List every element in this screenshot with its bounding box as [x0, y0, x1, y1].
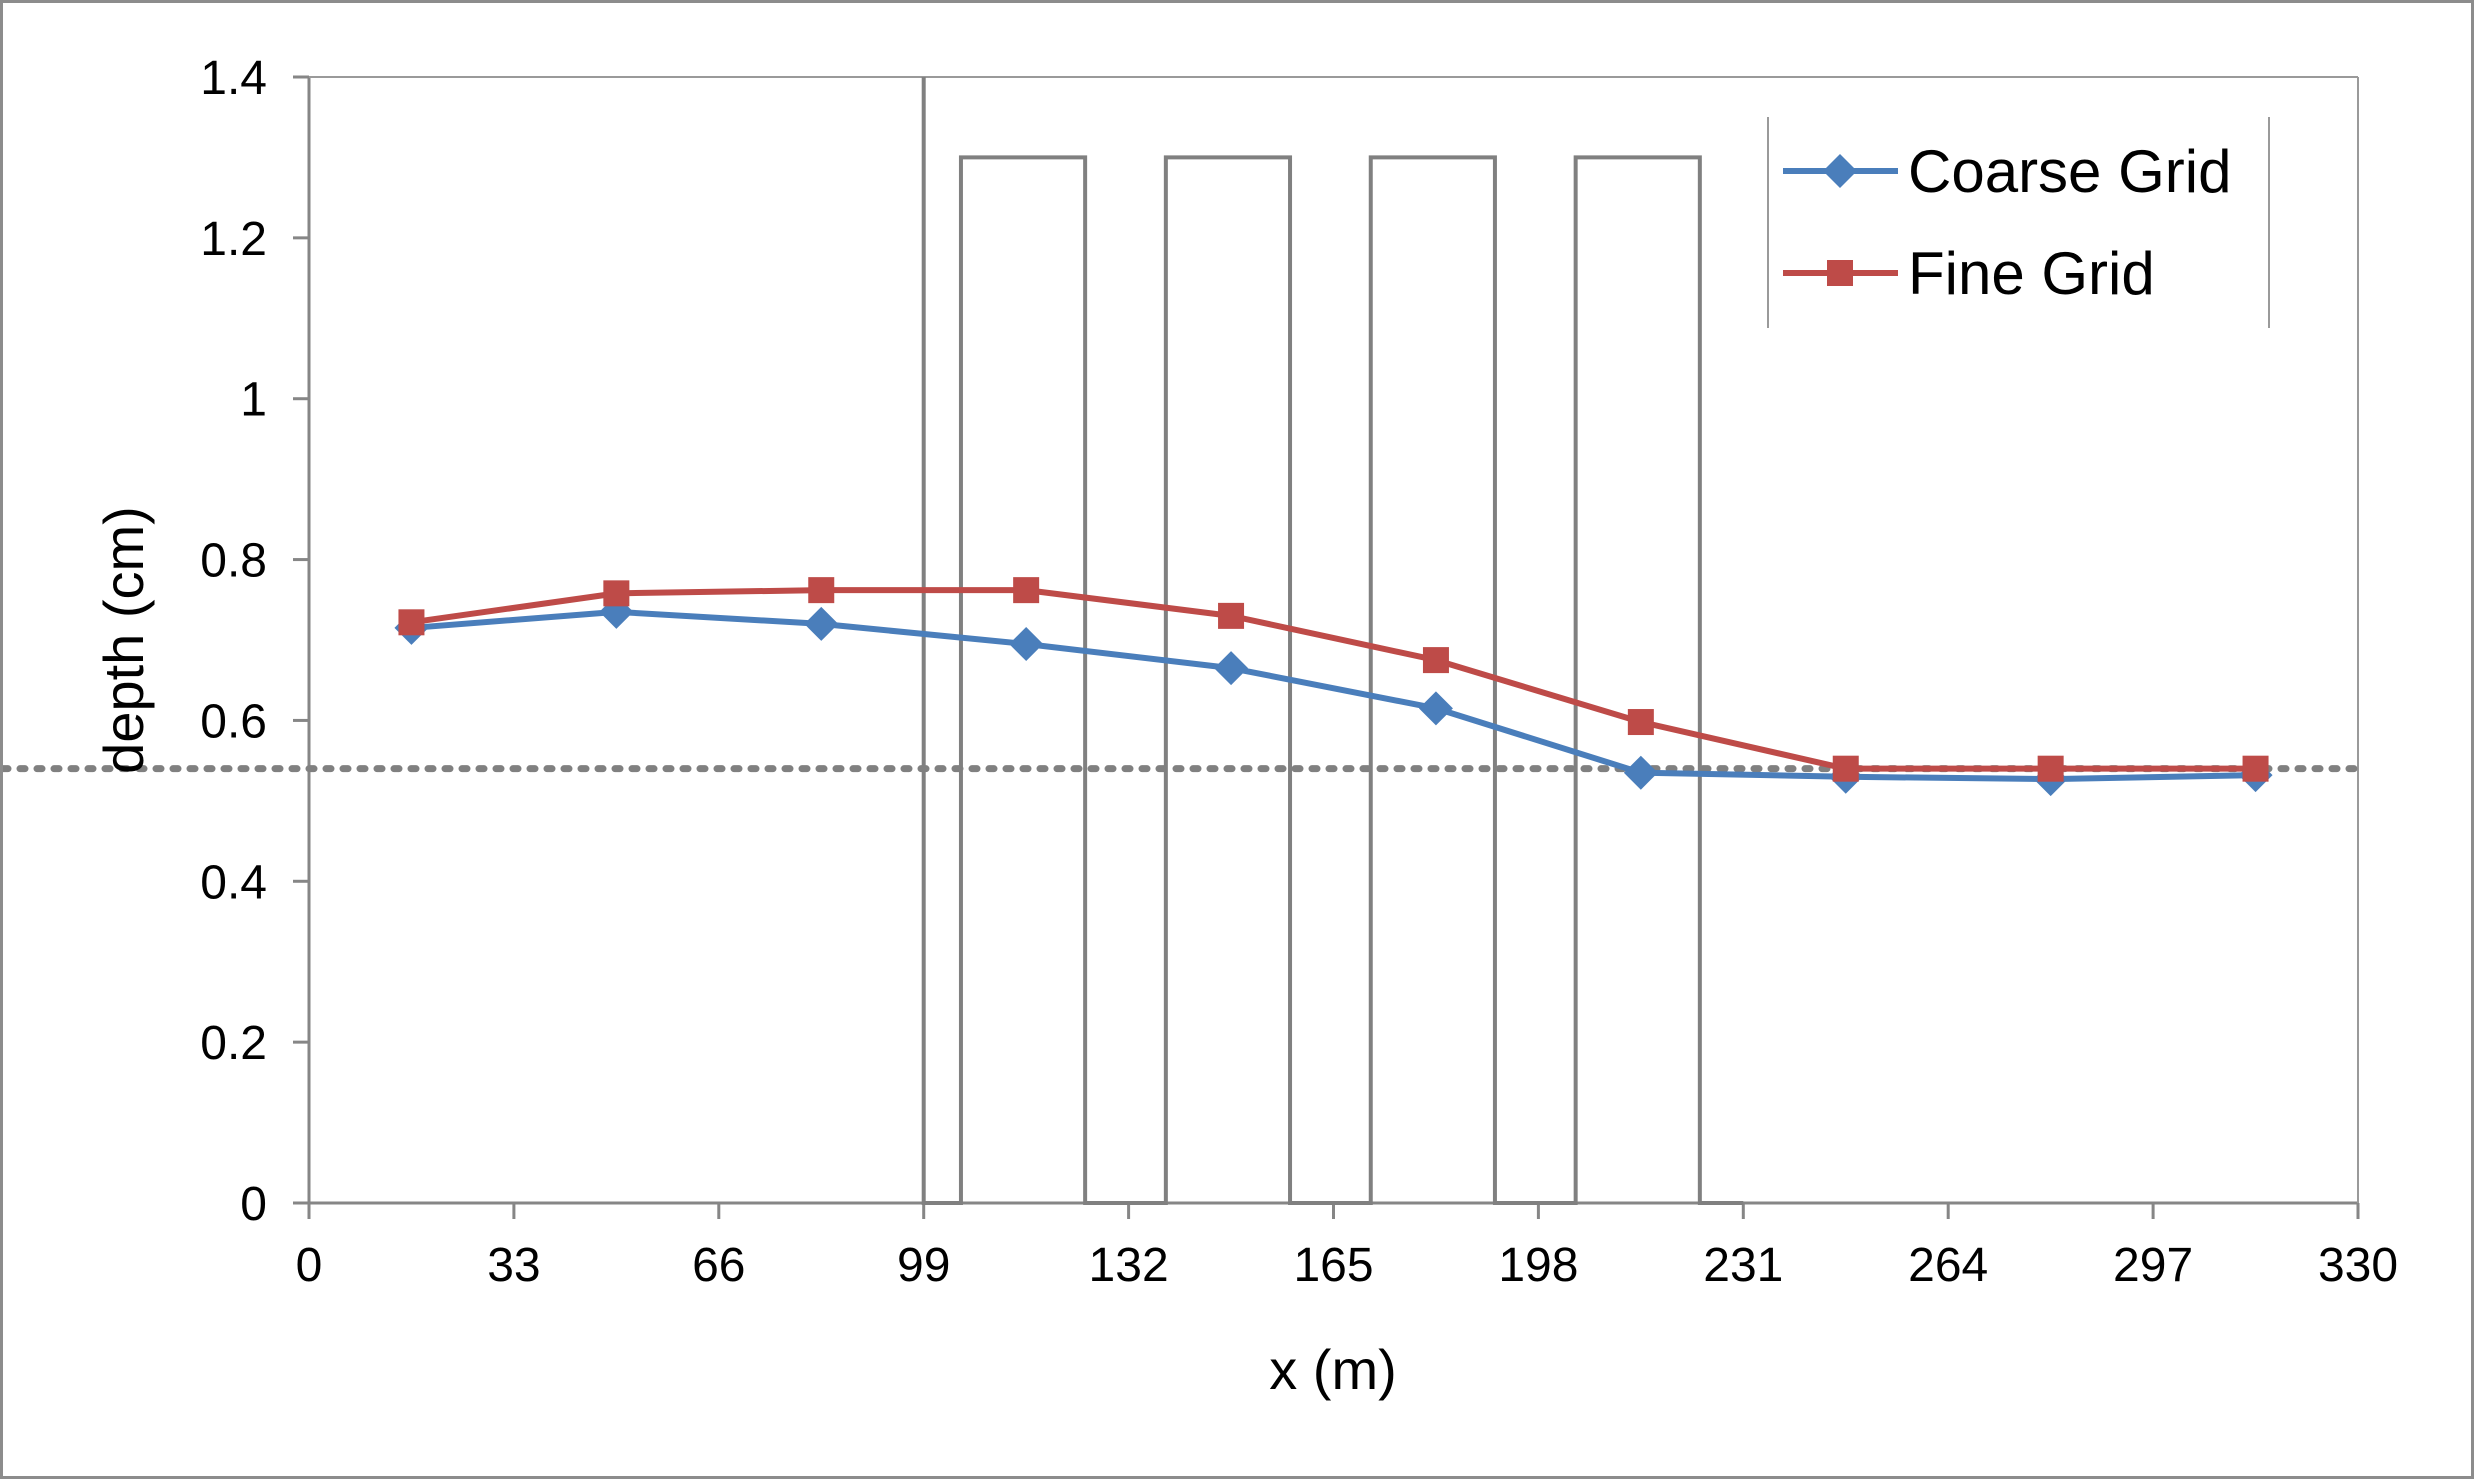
y-tick-label: 1.2	[200, 213, 267, 266]
x-tick-label: 198	[1498, 1239, 1578, 1292]
y-tick-label: 0	[240, 1178, 267, 1231]
series-layer	[394, 577, 2273, 797]
legend: Coarse Grid Fine Grid	[1767, 117, 2270, 328]
legend-label: Coarse Grid	[1908, 138, 2231, 205]
plot-area	[307, 76, 2359, 1205]
legend-label: Fine Grid	[1908, 240, 2155, 307]
coarse-grid-point	[1623, 755, 1658, 790]
x-tick-label: 99	[897, 1239, 950, 1292]
x-axis-title: x (m)	[1269, 1338, 1397, 1401]
fine-grid-series	[398, 577, 2269, 782]
legend-entries: Coarse Grid Fine Grid	[1783, 138, 2231, 307]
y-tick-label: 0.8	[200, 535, 267, 588]
x-tick-label: 33	[487, 1239, 540, 1292]
x-tick-label: 264	[1908, 1239, 1988, 1292]
fine-grid-point	[2242, 755, 2269, 782]
y-axis-title: depth (cm)	[92, 506, 155, 774]
x-tick-label: 66	[692, 1239, 745, 1292]
x-tick-label: 0	[296, 1239, 323, 1292]
obstacle-profile-line	[921, 77, 1744, 1205]
y-tick-label: 1.4	[200, 52, 267, 105]
y-tick-label: 0.2	[200, 1017, 267, 1070]
legend-swatch-marker	[1823, 154, 1857, 188]
fine-grid-point	[1627, 709, 1654, 736]
y-axis-ticks: 0 0.2 0.4 0.6 0.8 1 1.2 1.4	[200, 52, 309, 1231]
fine-grid-point	[398, 609, 425, 636]
coarse-grid-point	[1009, 627, 1044, 662]
fine-grid-point	[1832, 755, 1859, 782]
legend-item-fine-grid: Fine Grid	[1783, 240, 2155, 307]
fine-grid-point	[1218, 602, 1245, 629]
fine-grid-point	[1013, 577, 1040, 604]
legend-item-coarse-grid: Coarse Grid	[1783, 138, 2231, 205]
y-tick-label: 0.4	[200, 856, 267, 909]
fine-grid-point	[1422, 647, 1449, 674]
fine-grid-point	[808, 577, 835, 604]
obstacle-profile	[921, 77, 1744, 1205]
x-axis-ticks: 0 33 66 99 132 165 198 231 264 297 330	[296, 1203, 2398, 1292]
x-tick-label: 132	[1089, 1239, 1169, 1292]
legend-swatch-marker	[1827, 260, 1853, 286]
fine-grid-line	[411, 587, 2256, 772]
y-tick-label: 0.6	[200, 695, 267, 748]
x-tick-label: 330	[2318, 1239, 2398, 1292]
coarse-grid-point	[804, 606, 839, 641]
fine-grid-point	[603, 580, 630, 607]
coarse-grid-point	[1418, 691, 1453, 726]
fine-grid-point	[2037, 755, 2064, 782]
y-tick-label: 1	[240, 374, 267, 427]
coarse-grid-point	[1214, 651, 1249, 686]
x-tick-label: 231	[1703, 1239, 1783, 1292]
x-tick-label: 297	[2113, 1239, 2193, 1292]
coarse-grid-line	[411, 608, 2256, 783]
line-chart: 0 0.2 0.4 0.6 0.8 1 1.2 1.4 0 33 66 99 132 165 198 231…	[3, 52, 2398, 1401]
x-tick-label: 165	[1293, 1239, 1373, 1292]
